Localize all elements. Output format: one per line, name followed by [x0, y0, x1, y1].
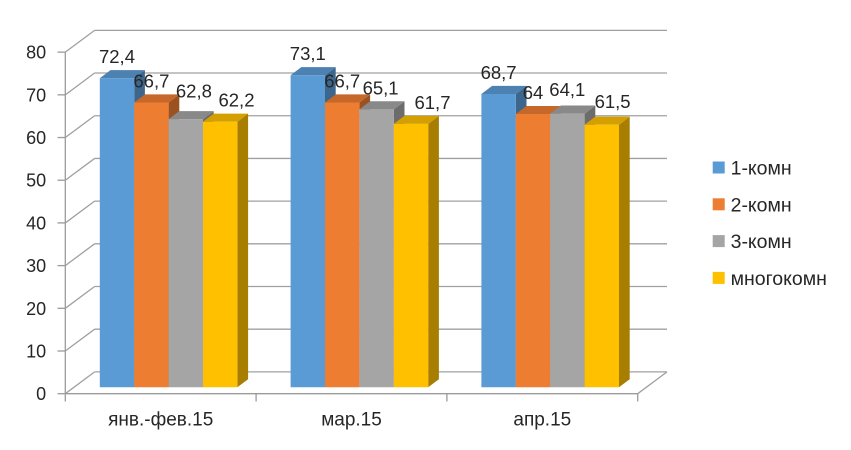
bar-front-face [203, 121, 238, 388]
y-axis-label: 30 [26, 256, 46, 276]
legend-label-1: 2-комн [731, 194, 792, 216]
bar-front-face [584, 124, 619, 388]
legend-swatch-2 [712, 235, 725, 248]
bar-top-face [134, 94, 180, 103]
legend-swatch-0 [712, 161, 725, 174]
bar-front-face [325, 102, 360, 388]
bar-front-face [168, 119, 203, 388]
side-wall-gridline [64, 371, 95, 395]
bar-front-face [393, 123, 429, 388]
bar-front-face [134, 102, 169, 388]
category-label-2: апр.15 [513, 410, 571, 431]
category-label-1: мар.15 [321, 410, 382, 431]
bar-многокомн-2 [584, 116, 630, 388]
side-wall-gridline [64, 285, 95, 309]
bar-side-face [237, 113, 249, 388]
bar-top-face [325, 94, 371, 103]
legend-swatch-1 [712, 198, 725, 211]
bar-top-face [99, 70, 145, 79]
data-label-многокомн-1: 61,7 [414, 92, 450, 113]
side-wall-gridline [64, 157, 95, 181]
data-label-3-комн-1: 65,1 [363, 77, 399, 98]
y-axis-label: 10 [26, 341, 46, 361]
y-axis-label: 0 [36, 384, 46, 404]
bar-front-face [99, 78, 135, 388]
bar-side-face [619, 116, 630, 388]
y-axis-label: 40 [26, 213, 46, 233]
category-label-0: янв.-фев.15 [108, 410, 213, 431]
y-axis-label: 70 [26, 85, 46, 105]
side-wall-gridline [64, 200, 95, 224]
data-label-2-комн-2: 64 [523, 82, 544, 103]
bar-top-face [290, 67, 336, 76]
legend-item-2: 3-комн [712, 231, 792, 253]
bar-top-face [515, 105, 561, 115]
data-label-3-комн-0: 62,8 [176, 81, 212, 102]
legend-label-3: многокомн [731, 268, 827, 290]
bar-top-face [359, 101, 405, 110]
side-wall-gridline [64, 115, 95, 139]
bar-многокомн-0 [203, 113, 249, 388]
data-label-3-комн-2: 64,1 [549, 79, 585, 100]
legend-item-0: 1-комн [712, 158, 792, 180]
legend-label-2: 3-комн [731, 231, 792, 253]
bar-front-face [481, 93, 516, 388]
data-label-многокомн-0: 62,2 [218, 90, 254, 111]
bar-front-face [515, 114, 551, 388]
data-label-1-комн-0: 72,4 [99, 46, 135, 67]
data-label-2-комн-0: 66,7 [133, 70, 169, 91]
bar-side-face [428, 115, 439, 388]
legend-swatch-3 [712, 271, 725, 284]
bar-top-face [168, 111, 214, 120]
bar-front-face [359, 109, 394, 388]
side-wall-gridline [64, 243, 95, 267]
legend-label-0: 1-комн [731, 158, 792, 180]
y-axis-label: 20 [26, 299, 46, 319]
bar-top-face [584, 116, 630, 125]
side-wall-gridline [64, 72, 95, 96]
bar-top-face [550, 105, 596, 114]
legend-item-3: многокомн [712, 268, 827, 290]
y-axis-label: 80 [26, 43, 46, 63]
data-label-2-комн-1: 66,7 [324, 70, 360, 91]
legend-item-1: 2-комн [712, 194, 792, 216]
bar-front-face [290, 75, 325, 388]
data-label-многокомн-2: 61,5 [595, 91, 631, 112]
bar-front-face [550, 113, 585, 388]
y-axis-label: 50 [26, 171, 46, 191]
floor-right-edge [637, 371, 668, 395]
y-axis-label: 60 [26, 128, 46, 148]
side-wall-gridline [64, 328, 95, 352]
side-wall-gridline [64, 29, 95, 53]
bar-многокомн-1 [393, 115, 439, 388]
data-label-1-комн-1: 73,1 [290, 43, 326, 64]
bar-top-face [203, 113, 249, 122]
data-label-1-комн-2: 68,7 [481, 62, 517, 83]
bar-top-face [393, 115, 439, 124]
bar-top-face [481, 85, 527, 94]
